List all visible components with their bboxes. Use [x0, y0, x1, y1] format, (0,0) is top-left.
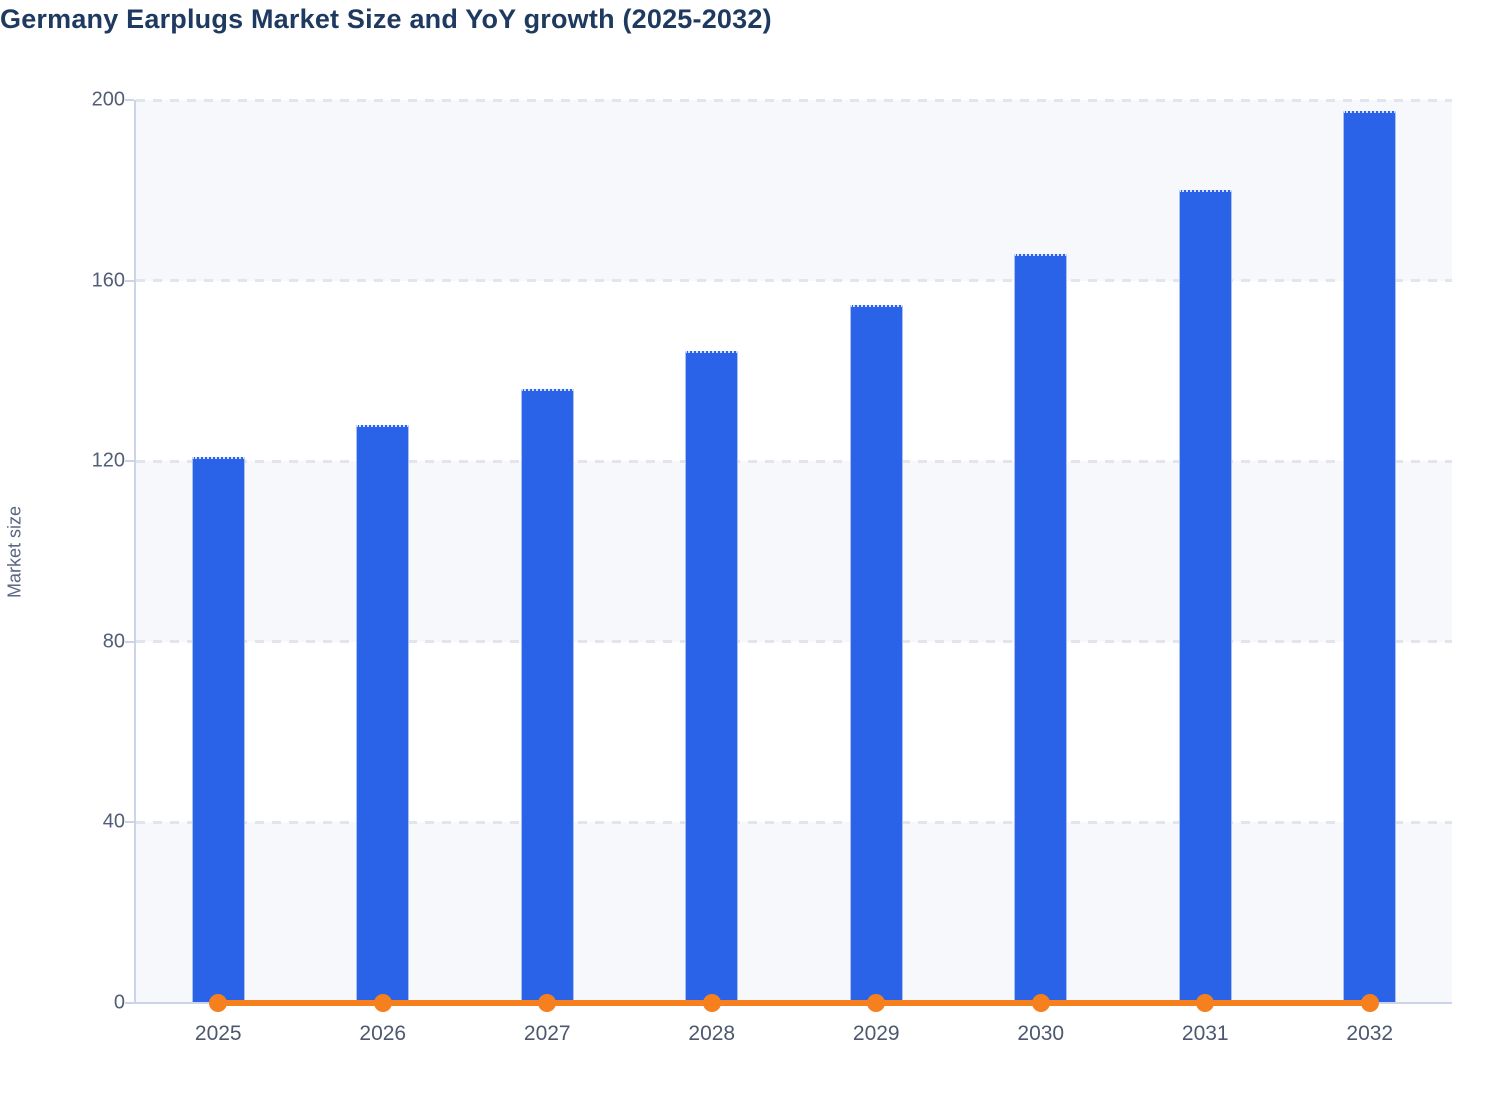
x-label-2029: 2029 — [852, 1022, 900, 1045]
plot-band-80-120 — [136, 461, 1452, 642]
yoy-point-2028[interactable] — [702, 994, 721, 1012]
bar-2025[interactable] — [191, 456, 245, 1003]
yoy-point-2032[interactable] — [1360, 994, 1379, 1012]
x-label-2026: 2026 — [359, 1022, 407, 1045]
yoy-point-2027[interactable] — [538, 994, 557, 1012]
y-label-160: 160 — [91, 269, 125, 292]
bar-2030[interactable] — [1014, 253, 1068, 1003]
bar-column-2030 — [959, 100, 1124, 1003]
gridline-40 — [136, 820, 1452, 824]
bar-2032[interactable] — [1343, 111, 1397, 1003]
yoy-point-2030[interactable] — [1031, 994, 1050, 1012]
bar-2026[interactable] — [356, 425, 410, 1003]
gridline-200 — [136, 98, 1452, 102]
bar-2029[interactable] — [849, 305, 903, 1003]
yoy-point-2031[interactable] — [1196, 994, 1215, 1012]
gridline-120 — [136, 459, 1452, 463]
bar-2028[interactable] — [685, 350, 739, 1003]
chart-title: Germany Earplugs Market Size and YoY gro… — [0, 4, 772, 34]
x-label-2032: 2032 — [1346, 1022, 1394, 1045]
bar-column-2032 — [1288, 100, 1453, 1003]
gridline-80 — [136, 640, 1452, 644]
bar-column-2027 — [465, 100, 630, 1003]
yoy-point-2029[interactable] — [867, 994, 886, 1012]
y-label-0: 0 — [113, 991, 125, 1014]
x-label-2025: 2025 — [194, 1022, 242, 1045]
bar-column-2025 — [136, 100, 301, 1003]
y-tick-80 — [125, 640, 134, 643]
y-label-200: 200 — [91, 88, 125, 111]
yoy-point-2025[interactable] — [209, 994, 228, 1012]
plot-band-160-200 — [136, 100, 1452, 281]
y-label-120: 120 — [91, 449, 125, 472]
y-tick-40 — [125, 821, 134, 824]
x-label-2031: 2031 — [1181, 1022, 1229, 1045]
yoy-growth-line[interactable] — [218, 1000, 1370, 1006]
bar-column-2028 — [630, 100, 795, 1003]
y-tick-120 — [125, 460, 134, 463]
gridline-160 — [136, 279, 1452, 283]
x-label-2027: 2027 — [523, 1022, 571, 1045]
bar-column-2026 — [301, 100, 466, 1003]
bar-2031[interactable] — [1178, 190, 1232, 1003]
x-label-2030: 2030 — [1017, 1022, 1065, 1045]
x-label-2028: 2028 — [688, 1022, 736, 1045]
y-label-80: 80 — [102, 630, 125, 653]
y-axis-labels: 0 40 80 120 160 200 — [0, 89, 125, 1014]
bar-2027[interactable] — [520, 388, 574, 1003]
y-tick-160 — [125, 279, 134, 282]
y-axis-line — [134, 100, 136, 1003]
bar-column-2031 — [1123, 100, 1288, 1003]
bar-column-2029 — [794, 100, 959, 1003]
x-axis-labels: 2025 2026 2027 2028 2029 2030 2031 2032 — [136, 1022, 1452, 1046]
plot-band-0-40 — [136, 822, 1452, 1003]
y-label-40: 40 — [102, 810, 125, 833]
bar-series-market-size — [136, 100, 1452, 1003]
yoy-point-2026[interactable] — [373, 994, 392, 1012]
y-tick-0 — [125, 1002, 134, 1004]
plot-area — [125, 98, 1452, 1012]
y-tick-200 — [125, 99, 134, 101]
